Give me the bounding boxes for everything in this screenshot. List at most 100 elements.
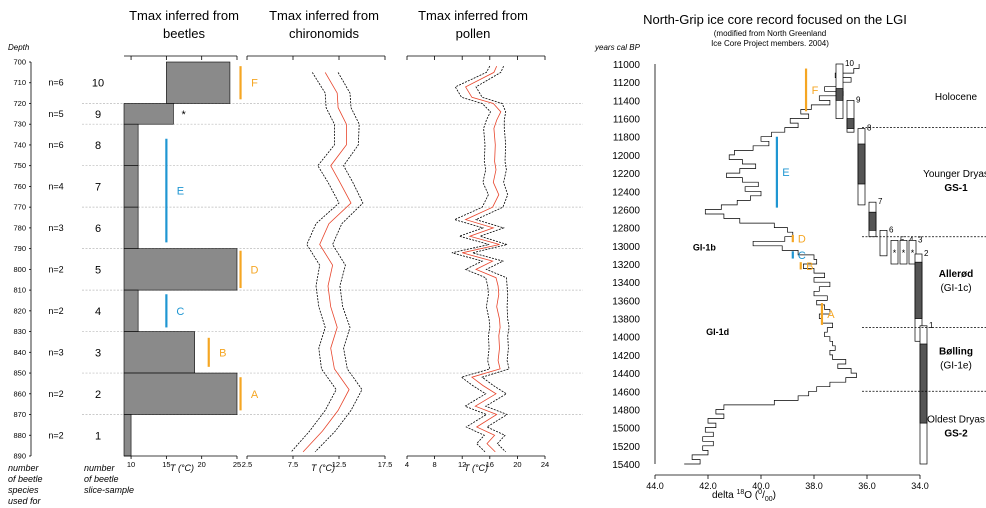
depth-tick-label: 730: [13, 120, 26, 129]
ngrip-ylabel: years cal BP: [594, 43, 641, 52]
beetle-zone-label: B: [219, 347, 226, 359]
ngrip-y-tick-label: 12600: [612, 205, 640, 216]
depth-tick-label: 710: [13, 78, 26, 87]
beetle-n-label: n=6: [48, 78, 63, 88]
ngrip-y-tick-label: 11600: [613, 115, 641, 126]
lower-series-line: [290, 72, 340, 453]
ngrip-sample-dark: [835, 88, 844, 101]
beetle-n-label: n=3: [48, 347, 63, 357]
beetle-zones: F E D C B A: [165, 66, 259, 411]
beetle-sample-mark: *: [181, 109, 186, 121]
depth-axis-label: Depth: [8, 43, 30, 52]
ngrip-y-tick-label: 12200: [612, 169, 640, 180]
beetle-bar: [123, 414, 132, 457]
depth-tick-label: 860: [13, 389, 26, 398]
ngrip-y-tick-label: 15000: [612, 424, 640, 435]
chironomid-xlabel: T (°C): [311, 463, 335, 473]
ngrip-zone-label: E: [782, 167, 789, 179]
beetle-zone-label: F: [251, 78, 258, 90]
beetle-bar: [123, 206, 139, 249]
depth-tick-label: 720: [13, 99, 26, 108]
beetles-panel: Tmax inferred from beetles Depth 7007107…: [8, 8, 583, 506]
ngrip-sample-dark: [919, 343, 928, 424]
period-sublabel: (GI-1c): [940, 283, 971, 294]
period-name: Allerød: [939, 269, 973, 280]
ngrip-y-tick-label: 13600: [612, 296, 640, 307]
ngrip-y-tick-label: 11000: [613, 60, 641, 71]
ngrip-sample-id: 3: [918, 235, 923, 244]
ngrip-xlabel: delta 18O (0/00): [712, 489, 776, 503]
ngrip-subtitle-line1: (modified from North Greenland: [714, 29, 827, 38]
ngrip-sample-box: [899, 240, 908, 265]
chironomids-title-line1: Tmax inferred from: [269, 8, 379, 23]
beetle-n-label: n=3: [48, 223, 63, 233]
depth-tick-label: 850: [13, 369, 26, 378]
beetle-sample-id: 7: [95, 181, 101, 193]
ngrip-y-tick-label: 15200: [612, 442, 640, 453]
panel-tick-label: 12: [458, 460, 466, 469]
ngrip-sample-id: 1: [929, 321, 934, 330]
beetle-sample-id: 6: [95, 223, 101, 235]
beetle-n-label: n=4: [48, 181, 63, 191]
ngrip-y-tick-label: 15400: [612, 460, 640, 471]
ngrip-zone-label: D: [798, 234, 806, 246]
ngrip-title: North-Grip ice core record focused on th…: [643, 12, 907, 27]
ngrip-x-tick-label: 44.0: [646, 481, 664, 491]
col-label-slice: number of beetle slice-sample: [84, 463, 134, 495]
panel-tick-label: 17.5: [378, 460, 393, 469]
beetle-bar: [123, 123, 139, 166]
beetle-x-axis: 10 15 20 25: [124, 55, 241, 469]
beetle-sample-id: 3: [95, 347, 101, 359]
ngrip-x-tick-label: 34.0: [911, 481, 929, 491]
beetle-n-label: n=5: [48, 109, 63, 119]
pollen-plot: 4 8 12 16 20 24: [405, 55, 549, 469]
pollen-title-line2: pollen: [456, 26, 491, 41]
depth-tick-label: 880: [13, 431, 26, 440]
col-label-species: number of beetle species used for: [8, 463, 43, 506]
period-name: Oldest Dryas: [927, 415, 985, 426]
beetle-zone-label: D: [251, 264, 259, 276]
ngrip-y-tick-label: 14000: [612, 333, 640, 344]
depth-tick-label: 760: [13, 182, 26, 191]
beetle-n-label: n=2: [48, 389, 63, 399]
mean-series-line: [462, 65, 502, 453]
beetle-sample-id: 1: [95, 430, 101, 442]
ngrip-y-tick-label: 12000: [612, 151, 640, 162]
upper-series-line: [472, 65, 510, 453]
ngrip-sample-id: 8: [867, 124, 872, 133]
ngrip-sample-id: 2: [924, 249, 929, 258]
ngrip-sample-id: 5: [900, 235, 905, 244]
ngrip-x-tick-label: 36.0: [858, 481, 876, 491]
depth-tick-label: 830: [13, 327, 26, 336]
beetle-bar: [123, 103, 174, 125]
beetle-sample-id: 2: [95, 389, 101, 401]
beetle-sample-labels: n=6 10 n=5 9 * n=6 8 n=4 7 n=3 6 n=2 5 n=2 4 n=3 3 n=2 2 n=…: [48, 78, 186, 443]
beetle-sample-id: 4: [95, 306, 101, 318]
beetles-title-line1: Tmax inferred from: [129, 8, 239, 23]
ngrip-sample-mark: *: [911, 248, 915, 258]
depth-tick-label: 750: [13, 161, 26, 170]
beetle-bar: [123, 372, 238, 415]
ngrip-sample-dark: [868, 211, 877, 231]
panel-tick-label: 7.5: [288, 460, 298, 469]
beetles-title-line2: beetles: [163, 26, 205, 41]
ngrip-y-tick-label: 14800: [612, 405, 640, 416]
beetle-zone-label: C: [176, 306, 184, 318]
ngrip-y-tick-label: 12800: [612, 224, 640, 235]
beetle-n-label: n=2: [48, 430, 63, 440]
period-sublabel: GS-2: [944, 429, 968, 440]
ngrip-sample-dark: [846, 118, 855, 129]
ngrip-sample-mark: *: [902, 248, 906, 258]
beetle-n-label: n=2: [48, 264, 63, 274]
beetle-bar: [123, 248, 238, 291]
depth-ticks: 700 710 720 730 740 750 760 770 780 790 800 810 820 8…: [13, 58, 32, 461]
ngrip-y-tick-label: 14400: [612, 369, 640, 380]
ngrip-y-tick-label: 11200: [613, 78, 641, 89]
beetle-sample-id: 5: [95, 264, 101, 276]
beetle-tick-label: 25: [233, 460, 241, 469]
depth-tick-label: 780: [13, 223, 26, 232]
period-name: Younger Dryas: [923, 169, 986, 180]
ngrip-annotation: GI-1d: [706, 327, 729, 337]
pollen-title-line1: Tmax inferred from: [418, 8, 528, 23]
